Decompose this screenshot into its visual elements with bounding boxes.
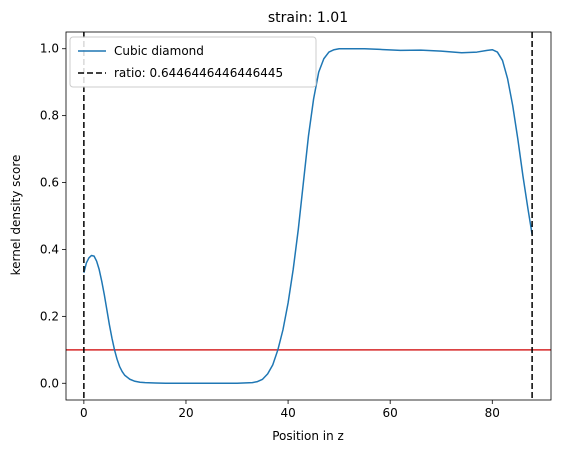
y-tick-label: 0.8 bbox=[40, 109, 59, 123]
x-tick-label: 40 bbox=[280, 406, 295, 420]
axes: 0 20 40 60 80 0.0 0.2 0.4 0.6 0.8 1.0 bbox=[40, 31, 552, 420]
x-axis-label: Position in z bbox=[272, 429, 344, 443]
series-line-0 bbox=[83, 47, 533, 385]
legend-label: Cubic diamond bbox=[114, 44, 204, 58]
chart-title: strain: 1.01 bbox=[268, 10, 348, 26]
plot-area bbox=[66, 32, 551, 400]
x-tick-label: 60 bbox=[383, 406, 398, 420]
x-tick-label: 20 bbox=[178, 406, 193, 420]
y-tick-label: 0.4 bbox=[40, 242, 59, 256]
axes-frame bbox=[65, 31, 552, 401]
x-tick-label: 80 bbox=[485, 406, 500, 420]
y-tick-label: 1.0 bbox=[40, 42, 59, 56]
x-tick-label: 0 bbox=[80, 406, 88, 420]
y-tick-label: 0.6 bbox=[40, 176, 59, 190]
legend: Cubic diamond ratio: 0.6446446446446445 bbox=[69, 36, 317, 88]
y-axis-label: kernel density score bbox=[9, 155, 23, 276]
legend-label: ratio: 0.6446446446446445 bbox=[114, 66, 283, 80]
legend-box bbox=[69, 36, 317, 88]
y-tick-label: 0.0 bbox=[40, 376, 59, 390]
y-tick-label: 0.2 bbox=[40, 309, 59, 323]
